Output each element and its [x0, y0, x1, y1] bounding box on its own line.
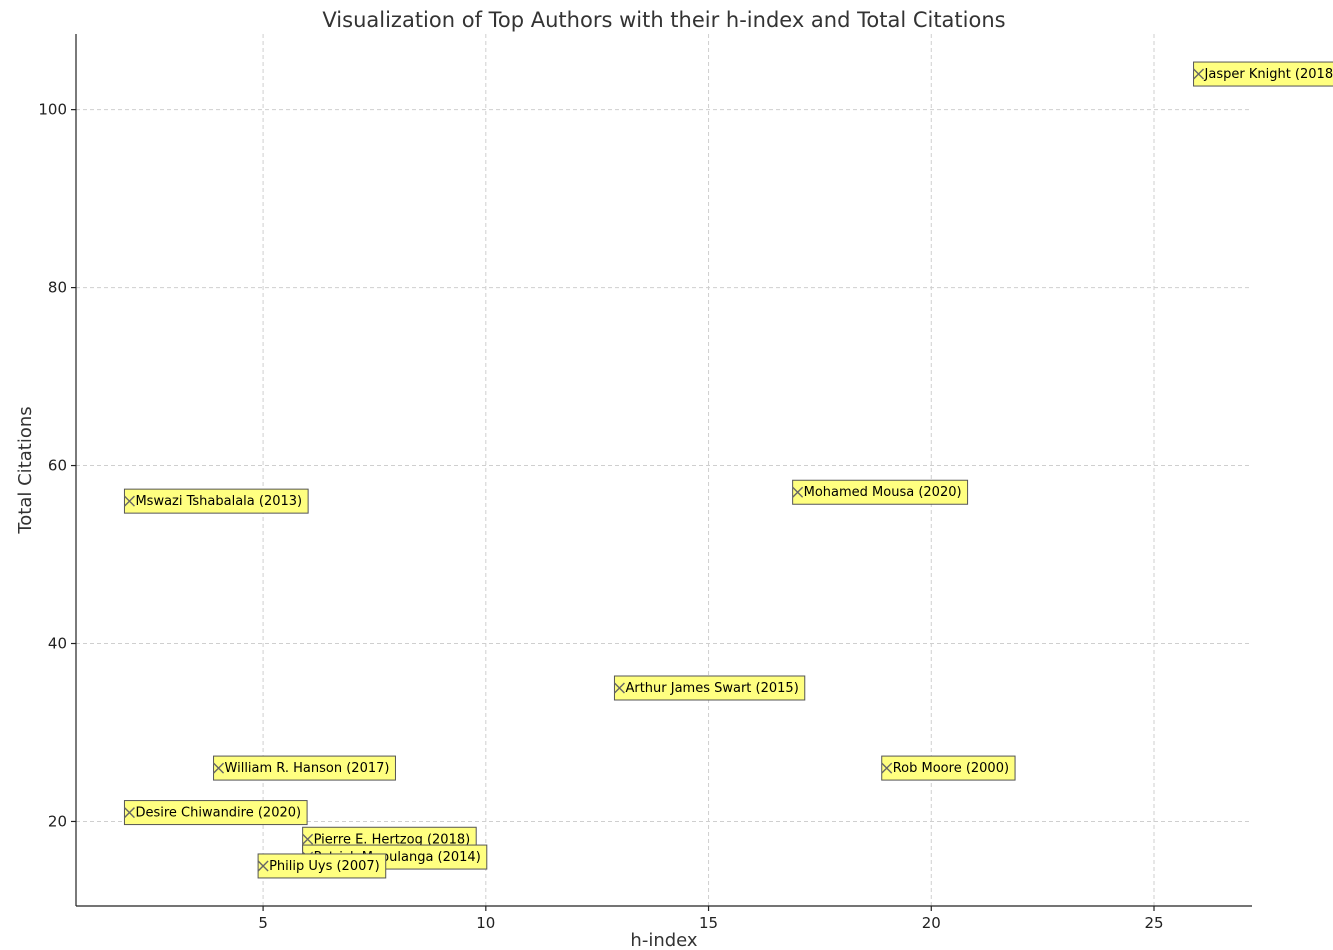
- x-tick-label: 15: [699, 914, 718, 932]
- x-marker: [123, 495, 135, 507]
- y-tick-label: 20: [48, 812, 67, 830]
- y-tick-label: 80: [48, 279, 67, 297]
- x-marker: [302, 833, 314, 845]
- x-marker: [613, 682, 625, 694]
- point-label-box: [881, 755, 1016, 781]
- x-marker: [213, 762, 225, 774]
- data-point: Mohamed Mousa (2020): [792, 479, 969, 505]
- point-label-box: [213, 755, 396, 781]
- point-label-box: [123, 800, 308, 826]
- x-tick-label: 25: [1144, 914, 1163, 932]
- point-label: Desire Chiwandire (2020): [135, 806, 301, 821]
- data-point: Rob Moore (2000): [881, 755, 1016, 781]
- axes: [75, 34, 1252, 907]
- x-axis-label: h-index: [630, 930, 697, 950]
- point-label-box: [123, 488, 309, 514]
- data-point: Jasper Knight (2018): [1193, 61, 1333, 87]
- data-points: Jasper Knight (2018) Mswazi Tshabalala (2…: [123, 61, 1333, 879]
- point-label: Arthur James Swart (2015): [625, 681, 798, 696]
- point-label: Rob Moore (2000): [893, 761, 1009, 776]
- point-label: Pierre E. Hertzog (2018): [314, 832, 471, 847]
- grid: [76, 34, 1252, 906]
- y-tick-label: 60: [48, 457, 67, 475]
- y-tick-label: 40: [48, 635, 67, 653]
- data-point: Arthur James Swart (2015): [613, 675, 806, 701]
- point-label: William R. Hanson (2017): [225, 761, 390, 776]
- x-marker: [1193, 68, 1205, 80]
- data-point: Mswazi Tshabalala (2013): [123, 488, 309, 514]
- point-label-box: [1193, 61, 1333, 87]
- data-point: Philip Uys (2007): [257, 853, 387, 879]
- chart-title: Visualization of Top Authors with their …: [322, 8, 1005, 32]
- point-label: Mohamed Mousa (2020): [804, 485, 962, 500]
- x-tick-label: 5: [258, 914, 268, 932]
- x-tick-label: 10: [476, 914, 495, 932]
- x-marker: [881, 762, 893, 774]
- point-label: Philip Uys (2007): [269, 859, 380, 874]
- data-point: William R. Hanson (2017): [213, 755, 396, 781]
- ticks: 5 10 15 20 25 20 40 60 80 100: [38, 101, 1163, 932]
- x-marker: [123, 807, 135, 819]
- y-tick-label: 100: [38, 101, 67, 119]
- point-label-box: [613, 675, 806, 701]
- point-label: Jasper Knight (2018): [1204, 67, 1333, 82]
- point-label-box: [257, 853, 387, 879]
- point-label: Mswazi Tshabalala (2013): [135, 494, 302, 509]
- point-label-box: [792, 479, 969, 505]
- x-marker: [257, 860, 269, 872]
- y-axis-label: Total Citations: [15, 406, 36, 534]
- data-point: Desire Chiwandire (2020): [123, 800, 308, 826]
- x-marker: [792, 486, 804, 498]
- x-tick-label: 20: [922, 914, 941, 932]
